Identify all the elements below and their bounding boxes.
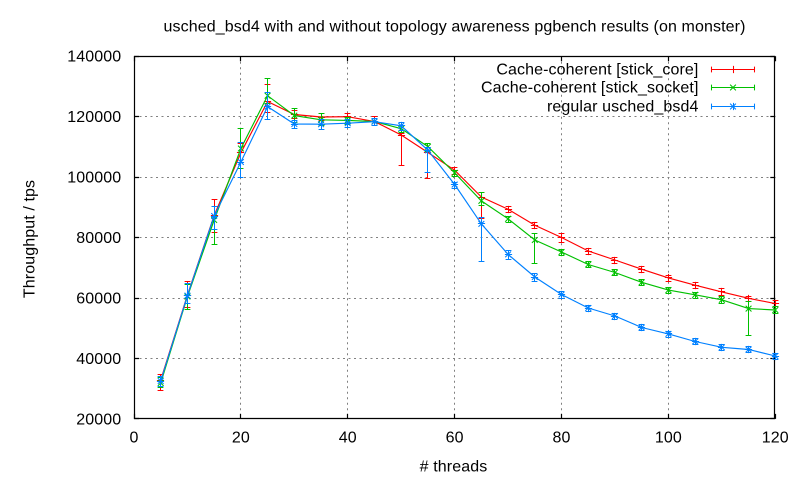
svg-text:100: 100 <box>655 430 682 447</box>
svg-text:120000: 120000 <box>67 109 121 126</box>
svg-text:60000: 60000 <box>76 290 121 307</box>
svg-text:40000: 40000 <box>76 351 121 368</box>
svg-text:20: 20 <box>232 430 250 447</box>
svg-text:60: 60 <box>446 430 464 447</box>
svg-text:Cache-coherent [stick_core]: Cache-coherent [stick_core] <box>496 62 698 79</box>
svg-text:100000: 100000 <box>67 170 121 187</box>
svg-text:# threads: # threads <box>420 459 488 476</box>
svg-text:120: 120 <box>762 430 789 447</box>
svg-text:20000: 20000 <box>76 411 121 428</box>
svg-text:regular usched_bsd4: regular usched_bsd4 <box>547 99 699 116</box>
svg-text:140000: 140000 <box>67 49 121 66</box>
svg-text:Throughput / tps: Throughput / tps <box>22 180 39 298</box>
svg-text:usched_bsd4 with and without t: usched_bsd4 with and without topology aw… <box>163 19 745 36</box>
svg-text:0: 0 <box>129 430 138 447</box>
svg-text:40: 40 <box>339 430 357 447</box>
svg-text:Cache-coherent [stick_socket]: Cache-coherent [stick_socket] <box>481 80 699 97</box>
svg-text:80000: 80000 <box>76 230 121 247</box>
svg-text:80: 80 <box>552 430 570 447</box>
